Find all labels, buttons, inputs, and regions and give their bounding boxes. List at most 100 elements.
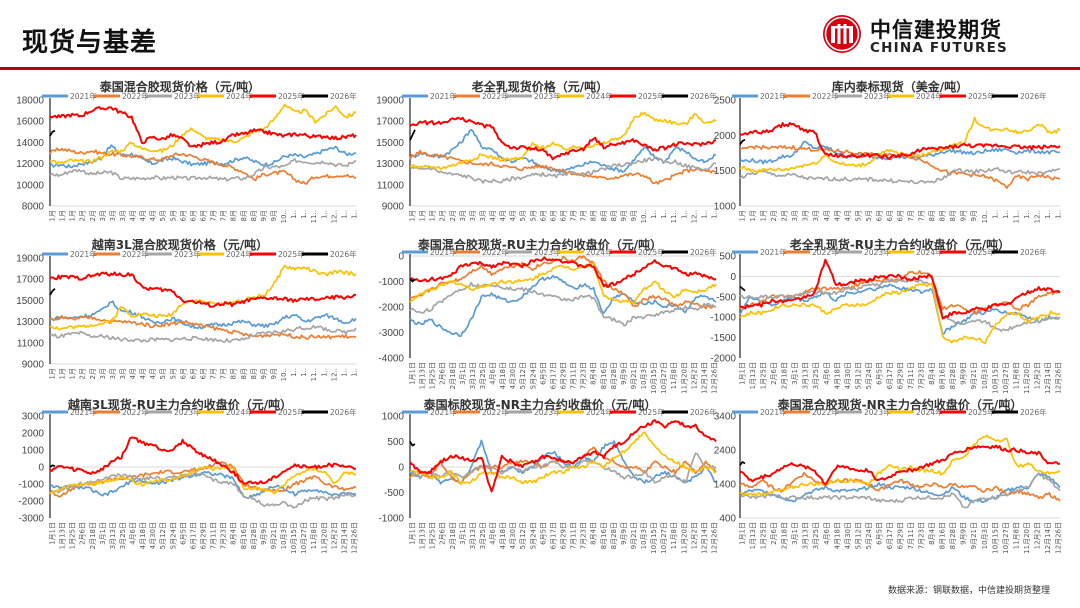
x-tick-label: 7月11日 xyxy=(570,522,578,549)
x-tick-label: 11月20日 xyxy=(1023,522,1031,554)
x-tick-label: 12月2日 xyxy=(690,362,698,389)
series-line-2024 xyxy=(49,465,357,495)
x-tick-label: 8月4日 xyxy=(590,522,598,545)
x-tick-label: 10月3日 xyxy=(640,522,648,549)
x-tick-label: 3月 xyxy=(802,210,810,221)
x-tick-label: 6月 xyxy=(179,210,187,221)
series-line-2022 xyxy=(409,446,717,485)
y-tick-label: 12000 xyxy=(16,159,44,170)
x-tick-label: 8月28日 xyxy=(610,362,618,389)
x-tick-label: 9月9日 xyxy=(260,522,268,545)
y-tick-label: 1000 xyxy=(714,202,737,213)
x-tick-label: 10月15日 xyxy=(650,522,658,554)
series-line-2025 xyxy=(49,271,357,308)
series-line-2026 xyxy=(49,464,56,468)
x-tick-label: 8月 xyxy=(949,210,957,221)
series-line-2023 xyxy=(409,281,717,327)
x-tick-label: 8月16日 xyxy=(600,522,608,549)
chart-9: 泰国混合胶现货-NR主力合约收盘价（元/吨） 400 1400 2400 3400 1月1… xyxy=(714,392,1080,554)
x-tick-label: 2月6日 xyxy=(770,522,778,545)
x-tick-label: 4月 xyxy=(844,210,852,221)
x-tick-label: 6月29日 xyxy=(560,522,568,549)
legend-label: 2026年 xyxy=(330,407,357,417)
x-tick-label: 1月 xyxy=(49,210,57,221)
x-tick-label: 3月25日 xyxy=(479,522,487,549)
x-tick-label: 11.. xyxy=(670,210,678,223)
x-tick-label: 12.. xyxy=(1033,210,1041,223)
x-tick-label: 11.. xyxy=(310,368,318,381)
x-tick-label: 4月30日 xyxy=(509,522,517,549)
x-tick-label: 1月13日 xyxy=(419,522,427,549)
series-line-2026 xyxy=(409,441,416,447)
x-tick-label: 8月28日 xyxy=(949,362,957,389)
x-tick-label: 2月18日 xyxy=(449,362,457,389)
chart-title: 泰国标胶现货-NR主力合约收盘价（元/吨） xyxy=(423,398,657,412)
x-tick-label: 7月 xyxy=(220,210,228,221)
x-tick-label: 1月 xyxy=(760,210,768,221)
x-tick-label: 7月23日 xyxy=(580,362,588,389)
legend-label: 2026年 xyxy=(1020,407,1047,417)
x-tick-label: 1.. xyxy=(1055,210,1063,219)
x-tick-label: 5月12日 xyxy=(854,522,862,549)
chart-title: 越南3L现货-RU主力合约收盘价（元/吨） xyxy=(67,398,293,412)
x-tick-label: 9月 xyxy=(270,210,278,221)
x-tick-label: 6月 xyxy=(189,368,197,379)
x-tick-label: 3月25日 xyxy=(812,522,820,549)
series-line-2021 xyxy=(739,472,1061,503)
x-tick-label: 4月 xyxy=(149,210,157,221)
series-line-2024 xyxy=(49,103,357,165)
x-tick-label: 7月 xyxy=(210,210,218,221)
x-tick-label: 3月 xyxy=(119,210,127,221)
x-tick-label: 11月8日 xyxy=(1012,362,1020,389)
x-tick-label: 4月 xyxy=(489,210,497,221)
legend-label: 2026年 xyxy=(1020,91,1047,101)
y-tick-label: 0 xyxy=(730,272,736,283)
x-tick-label: 11月8日 xyxy=(310,522,318,549)
series-line-2026 xyxy=(409,129,416,141)
x-tick-label: 9月21日 xyxy=(630,522,638,549)
x-tick-label: 4月 xyxy=(823,210,831,221)
x-tick-label: 12月2日 xyxy=(1033,362,1041,389)
x-tick-label: 1月25日 xyxy=(429,362,437,389)
legend-label: 2024年 xyxy=(226,91,253,101)
x-tick-label: 8月 xyxy=(250,210,258,221)
x-tick-label: 9月 xyxy=(260,210,268,221)
series-line-2023 xyxy=(409,452,717,484)
chart-title: 泰国混合胶现货-RU主力合约收盘价（元/吨） xyxy=(417,238,663,252)
series-line-2023 xyxy=(409,156,717,184)
y-tick-label: -1000 xyxy=(378,277,404,288)
x-tick-label: 2月18日 xyxy=(781,522,789,549)
x-tick-label: 11月20日 xyxy=(1023,362,1031,394)
chart-title: 泰国混合胶现货价格（元/吨） xyxy=(99,80,261,94)
y-tick-label: 13000 xyxy=(376,159,404,170)
x-tick-label: 12月26日 xyxy=(1055,362,1063,394)
x-tick-label: 8月28日 xyxy=(610,522,618,549)
legend-label: 2025年 xyxy=(638,91,665,101)
x-tick-label: 10.. xyxy=(280,210,288,223)
x-tick-label: 5月 xyxy=(159,210,167,221)
chart-title: 老全乳现货-RU主力合约收盘价（元/吨） xyxy=(789,238,1011,252)
legend-label: 2021年 xyxy=(430,407,457,417)
x-tick-label: 9月9日 xyxy=(960,522,968,545)
x-tick-label: 8月28日 xyxy=(250,522,258,549)
y-tick-label: 500 xyxy=(387,437,404,448)
y-tick-label: -2000 xyxy=(378,303,404,314)
x-tick-label: 10月27日 xyxy=(300,522,308,554)
x-tick-label: 2月 xyxy=(89,368,97,379)
x-tick-label: 3月 xyxy=(109,368,117,379)
x-tick-label: 9月 xyxy=(960,210,968,221)
x-tick-label: 4月18日 xyxy=(833,362,841,389)
chart-title: 泰国混合胶现货-NR主力合约收盘价（元/吨） xyxy=(777,398,1023,412)
x-tick-label: 11月20日 xyxy=(320,522,328,554)
x-tick-label: 12月2日 xyxy=(1033,522,1041,549)
x-tick-label: 5月 xyxy=(159,368,167,379)
x-tick-label: 4月18日 xyxy=(833,522,841,549)
x-tick-label: 8月16日 xyxy=(600,362,608,389)
legend-label: 2021年 xyxy=(760,247,787,257)
x-tick-label: 1.. xyxy=(290,368,298,377)
x-tick-label: 8月16日 xyxy=(240,522,248,549)
x-tick-label: 7月23日 xyxy=(220,522,228,549)
x-tick-label: 9月9日 xyxy=(620,522,628,545)
legend-label: 2022年 xyxy=(812,407,839,417)
y-tick-label: -500 xyxy=(716,292,736,303)
